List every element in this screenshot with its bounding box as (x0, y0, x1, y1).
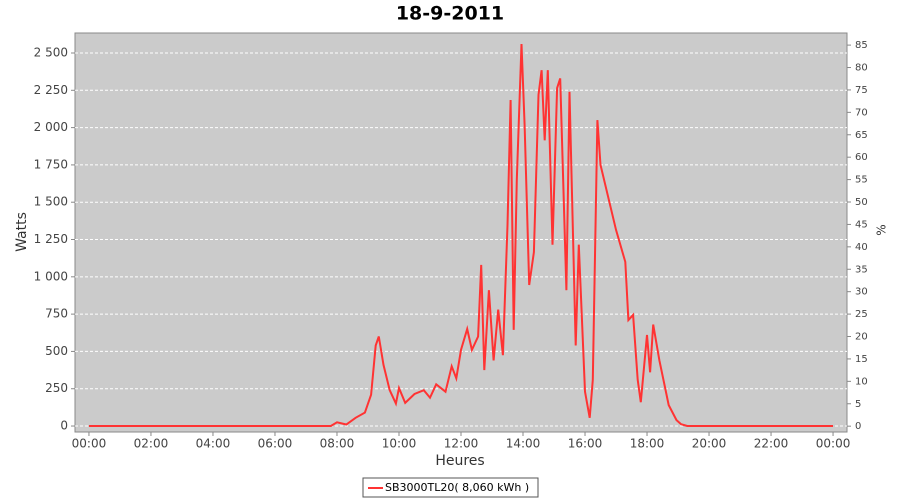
y-tick-label: 2 000 (34, 120, 68, 134)
y-axis-label: Watts (14, 212, 30, 252)
y2-tick-label: 10 (855, 376, 868, 387)
x-tick-label: 16:00 (568, 437, 603, 451)
y-tick-label: 2 500 (34, 45, 68, 59)
y2-tick-label: 75 (855, 85, 868, 96)
x-tick-label: 06:00 (258, 437, 293, 451)
x-tick-label: 12:00 (444, 437, 479, 451)
y2-tick-label: 30 (855, 287, 868, 298)
y2-tick-label: 80 (855, 63, 868, 74)
x-tick-label: 14:00 (506, 437, 541, 451)
x-axis-label: Heures (435, 453, 484, 469)
x-tick-label: 04:00 (196, 437, 231, 451)
y2-tick-label: 70 (855, 107, 868, 118)
y-tick-label: 0 (60, 419, 68, 433)
y-tick-label: 1 750 (34, 157, 68, 171)
y-tick-label: 500 (45, 344, 68, 358)
legend-box (362, 477, 539, 498)
y-tick-label: 1 250 (34, 232, 68, 246)
y-tick-label: 250 (45, 381, 68, 395)
y2-tick-label: 0 (855, 421, 861, 432)
y2-tick-label: 45 (855, 219, 868, 230)
y2-tick-label: 5 (855, 399, 861, 410)
x-tick-label: 02:00 (134, 437, 169, 451)
x-tick-label: 22:00 (754, 437, 789, 451)
y-tick-label: 1 000 (34, 269, 68, 283)
x-tick-label: 10:00 (382, 437, 417, 451)
x-tick-label: 20:00 (692, 437, 727, 451)
series-line (89, 43, 833, 427)
y2-tick-label: 50 (855, 197, 868, 208)
y-tick-label: 2 250 (34, 83, 68, 97)
y2-tick-label: 60 (855, 152, 868, 163)
y2-tick-label: 40 (855, 242, 868, 253)
y2-axis-label: % (875, 224, 889, 235)
plot-area (74, 32, 848, 433)
y2-tick-label: 25 (855, 309, 868, 320)
chart-title: 18-9-2011 (396, 3, 504, 25)
x-tick-label: 08:00 (320, 437, 355, 451)
y2-tick-label: 15 (855, 354, 868, 365)
x-tick-label: 18:00 (630, 437, 665, 451)
legend-label: SB3000TL20( 8,060 kWh ) (385, 481, 529, 494)
y2-tick-label: 35 (855, 264, 868, 275)
y2-tick-label: 85 (855, 40, 868, 51)
x-tick-label: 00:00 (72, 437, 107, 451)
y-tick-label: 750 (45, 307, 68, 321)
y2-tick-label: 20 (855, 332, 868, 343)
y-tick-label: 1 500 (34, 195, 68, 209)
x-tick-label: 00:00 (816, 437, 851, 451)
y2-tick-label: 55 (855, 175, 868, 186)
y2-tick-label: 65 (855, 130, 868, 141)
